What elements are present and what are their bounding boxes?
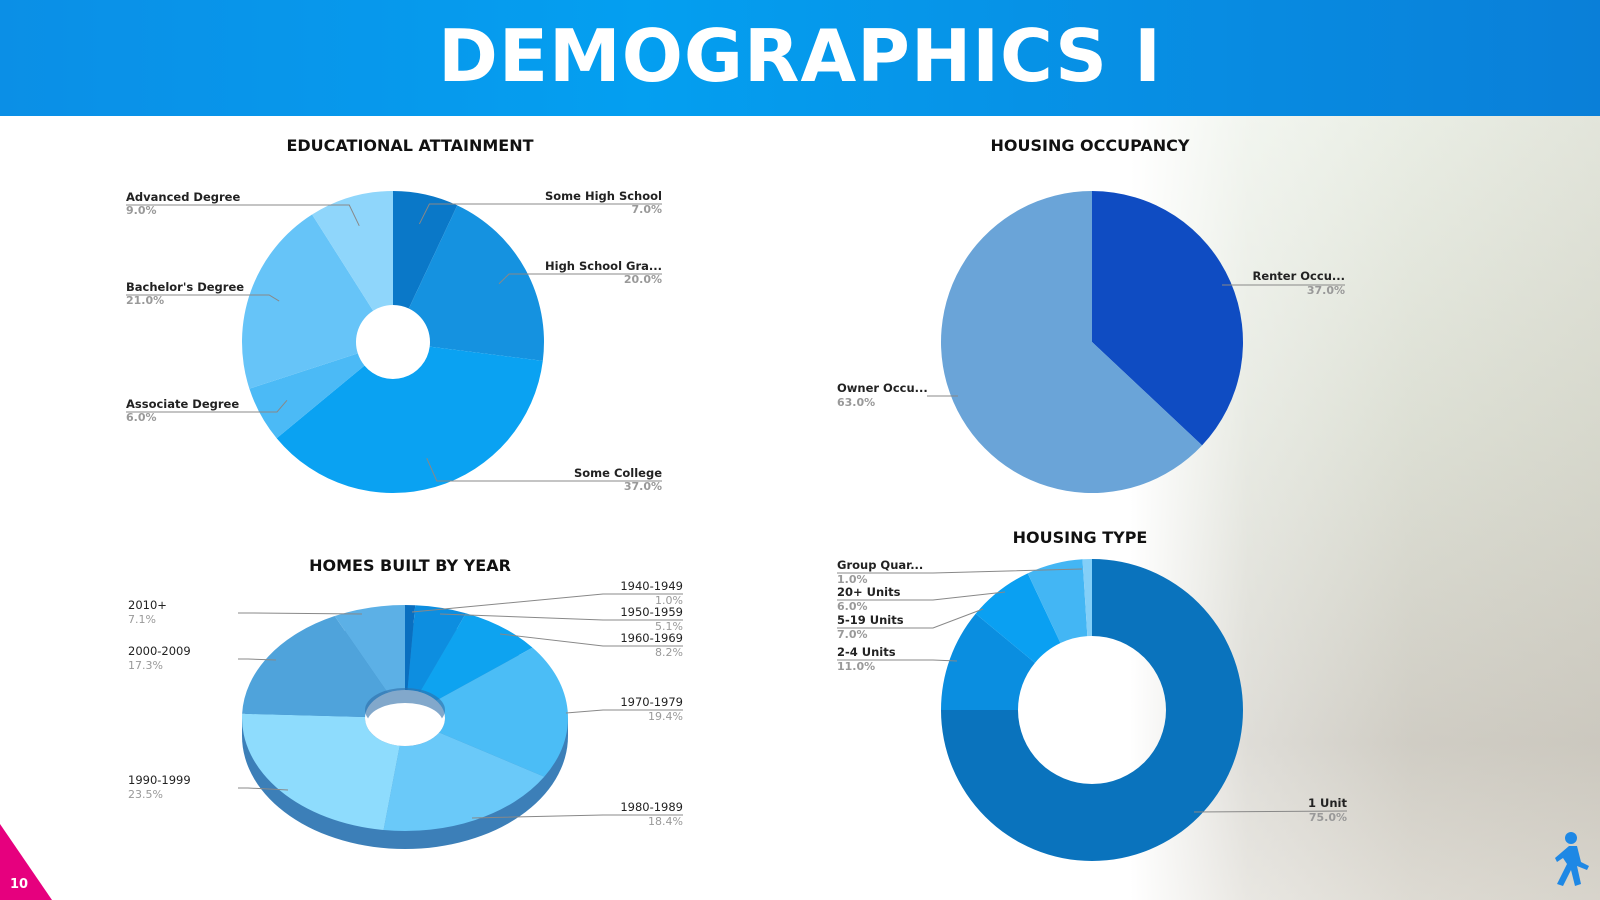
year-value-3: 19.4% xyxy=(648,710,683,723)
type-value-3: 6.0% xyxy=(837,600,868,613)
type-label-4: Group Quar... xyxy=(837,558,923,572)
year-label-1: 1950-1959 xyxy=(620,605,683,619)
edu-label-0: Some High School xyxy=(545,189,662,203)
edu-slice-2 xyxy=(276,346,543,494)
type-leader-2 xyxy=(837,608,984,629)
occ-label-1: Owner Occu... xyxy=(837,381,928,395)
year-label-7: 2010+ xyxy=(128,598,167,612)
year-chart-title: HOMES BUILT BY YEAR xyxy=(309,556,511,575)
page-title: DEMOGRAPHICS I xyxy=(438,14,1162,98)
occ-label-0: Renter Occu... xyxy=(1252,269,1345,283)
occ-value-1: 63.0% xyxy=(837,396,875,409)
type-leader-0 xyxy=(1193,810,1348,813)
year-label-5: 1990-1999 xyxy=(128,773,191,787)
edu-slice-5 xyxy=(312,191,393,311)
edu-value-0: 7.0% xyxy=(631,203,662,216)
page-number-corner xyxy=(0,824,52,900)
edu-slice-3 xyxy=(249,353,365,439)
edu-label-5: Advanced Degree xyxy=(126,190,240,204)
occ-chart-title: HOUSING OCCUPANCY xyxy=(990,136,1190,155)
type-value-4: 1.0% xyxy=(837,573,868,586)
occ-slice-1 xyxy=(941,191,1203,493)
edu-value-1: 20.0% xyxy=(624,273,662,286)
edu-slice-0 xyxy=(393,191,458,309)
year-slice-6 xyxy=(242,616,388,717)
year-value-2: 8.2% xyxy=(655,646,683,659)
year-value-0: 1.0% xyxy=(655,594,683,607)
year-value-7: 7.1% xyxy=(128,613,156,626)
year-slice-7 xyxy=(334,605,405,693)
year-leader-0 xyxy=(411,593,683,613)
year-slice-3 xyxy=(436,647,568,777)
type-slice-4 xyxy=(1082,559,1092,637)
type-slice-0 xyxy=(941,559,1243,861)
type-label-0: 1 Unit xyxy=(1308,796,1347,810)
year-leader-2 xyxy=(499,633,683,647)
walker-logo-body xyxy=(1555,846,1589,886)
type-leader-1 xyxy=(837,659,958,662)
walker-logo-head xyxy=(1565,832,1577,844)
year-slice-4 xyxy=(383,732,545,831)
year-value-6: 17.3% xyxy=(128,659,163,672)
edu-label-2: Some College xyxy=(574,466,662,480)
edu-value-2: 37.0% xyxy=(624,480,662,493)
type-label-2: 5-19 Units xyxy=(837,613,904,627)
year-leader-4 xyxy=(471,814,683,819)
year-value-1: 5.1% xyxy=(655,620,683,633)
year-slice-0 xyxy=(405,605,416,691)
year-hole-inner xyxy=(367,703,443,743)
year-value-5: 23.5% xyxy=(128,788,163,801)
year-label-3: 1970-1979 xyxy=(620,695,683,709)
occ-value-0: 37.0% xyxy=(1307,284,1345,297)
year-leader-3 xyxy=(565,709,683,714)
edu-chart-title: EDUCATIONAL ATTAINMENT xyxy=(286,136,534,155)
year-label-0: 1940-1949 xyxy=(620,579,683,593)
edu-value-4: 21.0% xyxy=(126,294,164,307)
type-label-3: 20+ Units xyxy=(837,585,901,599)
type-slice-3 xyxy=(1027,559,1088,644)
edu-slice-1 xyxy=(408,205,544,361)
year-label-6: 2000-2009 xyxy=(128,644,191,658)
year-leader-5 xyxy=(238,787,289,791)
edu-value-5: 9.0% xyxy=(126,204,157,217)
year-leader-1 xyxy=(439,613,683,621)
edu-leader-1 xyxy=(498,273,662,285)
type-value-0: 75.0% xyxy=(1309,811,1347,824)
year-slice-5 xyxy=(242,713,400,831)
year-label-4: 1980-1989 xyxy=(620,800,683,814)
year-slice-1 xyxy=(407,605,466,693)
edu-label-4: Bachelor's Degree xyxy=(126,280,244,294)
year-label-2: 1960-1969 xyxy=(620,631,683,645)
edu-leader-4 xyxy=(126,294,280,302)
type-slice-2 xyxy=(975,573,1061,663)
type-leader-4 xyxy=(837,568,1083,574)
type-slice-1 xyxy=(941,613,1035,710)
edu-label-3: Associate Degree xyxy=(126,397,239,411)
edu-leader-2 xyxy=(426,457,662,482)
edu-leader-0 xyxy=(418,203,662,225)
edu-leader-5 xyxy=(126,204,360,227)
year-leader-6 xyxy=(238,658,277,661)
edu-value-3: 6.0% xyxy=(126,411,157,424)
type-value-2: 7.0% xyxy=(837,628,868,641)
year-slice-2 xyxy=(419,613,533,701)
year-leader-7 xyxy=(238,612,363,615)
edu-label-1: High School Gra... xyxy=(545,259,662,273)
page-number: 10 xyxy=(10,877,29,892)
type-value-1: 11.0% xyxy=(837,660,875,673)
walker-logo-icon xyxy=(1555,832,1589,886)
type-leader-3 xyxy=(837,591,1006,601)
year-value-4: 18.4% xyxy=(648,815,683,828)
type-chart-title: HOUSING TYPE xyxy=(1012,528,1148,547)
edu-leader-3 xyxy=(126,399,288,413)
header-banner: DEMOGRAPHICS I xyxy=(0,0,1600,116)
type-label-1: 2-4 Units xyxy=(837,645,896,659)
occ-slice-0 xyxy=(1092,191,1243,446)
edu-slice-4 xyxy=(242,214,374,389)
